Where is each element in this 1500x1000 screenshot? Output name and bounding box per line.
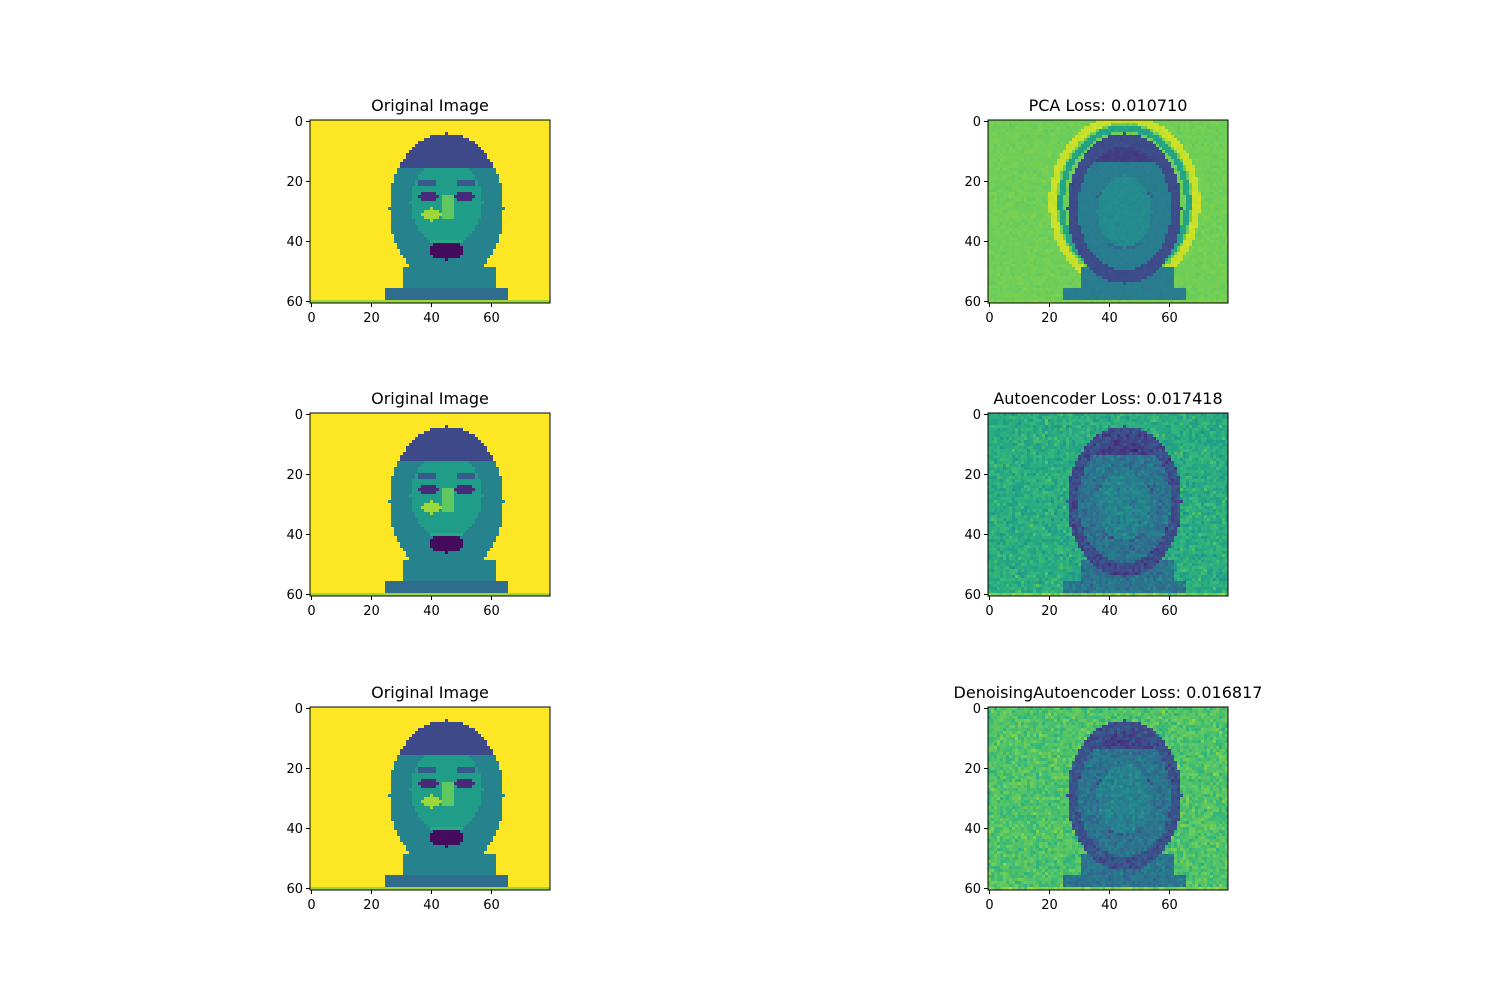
y-tick-label: 60 bbox=[286, 588, 303, 603]
x-tick-label: 0 bbox=[985, 604, 993, 619]
axes-frame bbox=[987, 412, 1229, 597]
subplot-title: DenoisingAutoencoder Loss: 0.016817 bbox=[954, 683, 1263, 702]
x-tick-label: 60 bbox=[1161, 898, 1178, 913]
y-tick-label: 40 bbox=[286, 235, 303, 250]
x-tick-label: 20 bbox=[363, 604, 380, 619]
axes-frame bbox=[987, 706, 1229, 891]
y-tick-label: 40 bbox=[964, 235, 981, 250]
y-tick-label: 60 bbox=[964, 882, 981, 897]
subplot-autoencoder-2: Autoencoder Loss: 0.017418 0 20 40 60 0 20 40 60 bbox=[964, 389, 1229, 619]
y-tick-label: 60 bbox=[286, 882, 303, 897]
x-tick-label: 0 bbox=[985, 311, 993, 326]
x-tick-label: 0 bbox=[985, 898, 993, 913]
subplot-title: Original Image bbox=[371, 683, 489, 702]
x-tick-label: 20 bbox=[363, 898, 380, 913]
heatmap-image bbox=[310, 707, 551, 891]
y-tick-label: 20 bbox=[286, 762, 303, 777]
x-tick-label: 60 bbox=[1161, 311, 1178, 326]
y-tick-label: 40 bbox=[964, 528, 981, 543]
heatmap-image bbox=[988, 413, 1229, 597]
x-tick-label: 20 bbox=[363, 311, 380, 326]
y-tick-label: 20 bbox=[286, 468, 303, 483]
y-tick-label: 40 bbox=[286, 822, 303, 837]
y-tick-label: 0 bbox=[295, 408, 303, 423]
subplot-original-3: Original Image 0 20 40 60 0 20 40 60 bbox=[286, 683, 551, 913]
x-tick-label: 0 bbox=[307, 604, 315, 619]
x-tick-label: 20 bbox=[1041, 898, 1058, 913]
subplot-title: Original Image bbox=[371, 389, 489, 408]
x-tick-label: 60 bbox=[483, 898, 500, 913]
x-tick-label: 0 bbox=[307, 311, 315, 326]
y-tick-label: 40 bbox=[286, 528, 303, 543]
subplot-title: Autoencoder Loss: 0.017418 bbox=[993, 389, 1222, 408]
y-tick-label: 20 bbox=[964, 762, 981, 777]
x-tick-label: 20 bbox=[1041, 604, 1058, 619]
axes-frame bbox=[987, 119, 1229, 304]
x-tick-label: 40 bbox=[423, 898, 440, 913]
x-tick-label: 40 bbox=[1101, 604, 1118, 619]
subplot-original-1: Original Image 0 20 40 60 0 20 40 60 bbox=[286, 96, 551, 326]
x-tick-label: 60 bbox=[1161, 604, 1178, 619]
axes-frame bbox=[309, 706, 551, 891]
x-tick-label: 60 bbox=[483, 604, 500, 619]
y-tick-label: 60 bbox=[964, 295, 981, 310]
y-tick-label: 0 bbox=[295, 115, 303, 130]
y-tick-label: 0 bbox=[973, 408, 981, 423]
heatmap-image bbox=[988, 120, 1229, 304]
heatmap-image bbox=[310, 413, 551, 597]
y-tick-label: 40 bbox=[964, 822, 981, 837]
axes-frame bbox=[309, 119, 551, 304]
y-tick-label: 0 bbox=[973, 115, 981, 130]
subplot-title: Original Image bbox=[371, 96, 489, 115]
x-tick-label: 40 bbox=[423, 311, 440, 326]
y-tick-label: 20 bbox=[964, 175, 981, 190]
x-tick-label: 20 bbox=[1041, 311, 1058, 326]
y-tick-label: 0 bbox=[973, 702, 981, 717]
y-tick-label: 60 bbox=[964, 588, 981, 603]
x-tick-label: 0 bbox=[307, 898, 315, 913]
x-tick-label: 60 bbox=[483, 311, 500, 326]
x-tick-label: 40 bbox=[1101, 311, 1118, 326]
y-tick-label: 60 bbox=[286, 295, 303, 310]
heatmap-image bbox=[988, 707, 1229, 891]
y-tick-label: 0 bbox=[295, 702, 303, 717]
y-tick-label: 20 bbox=[964, 468, 981, 483]
axes-frame bbox=[309, 412, 551, 597]
heatmap-image bbox=[310, 120, 551, 304]
subplot-original-2: Original Image 0 20 40 60 0 20 40 60 bbox=[286, 389, 551, 619]
x-tick-label: 40 bbox=[1101, 898, 1118, 913]
x-tick-label: 40 bbox=[423, 604, 440, 619]
subplot-pca-1: PCA Loss: 0.010710 0 20 40 60 0 20 40 60 bbox=[964, 96, 1229, 326]
y-tick-label: 20 bbox=[286, 175, 303, 190]
subplot-title: PCA Loss: 0.010710 bbox=[1029, 96, 1188, 115]
